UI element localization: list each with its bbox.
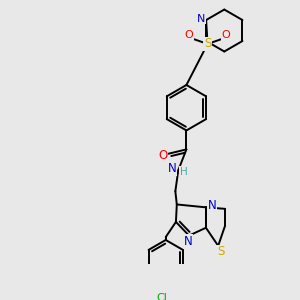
Text: O: O [184, 30, 193, 40]
Text: O: O [222, 30, 231, 40]
Text: H: H [180, 167, 188, 177]
Text: N: N [207, 200, 216, 212]
Text: N: N [197, 14, 205, 24]
Text: O: O [158, 149, 168, 162]
Text: Cl: Cl [157, 293, 168, 300]
Text: N: N [167, 162, 176, 176]
Text: S: S [217, 245, 224, 258]
Text: N: N [184, 235, 193, 248]
Text: S: S [204, 38, 211, 50]
